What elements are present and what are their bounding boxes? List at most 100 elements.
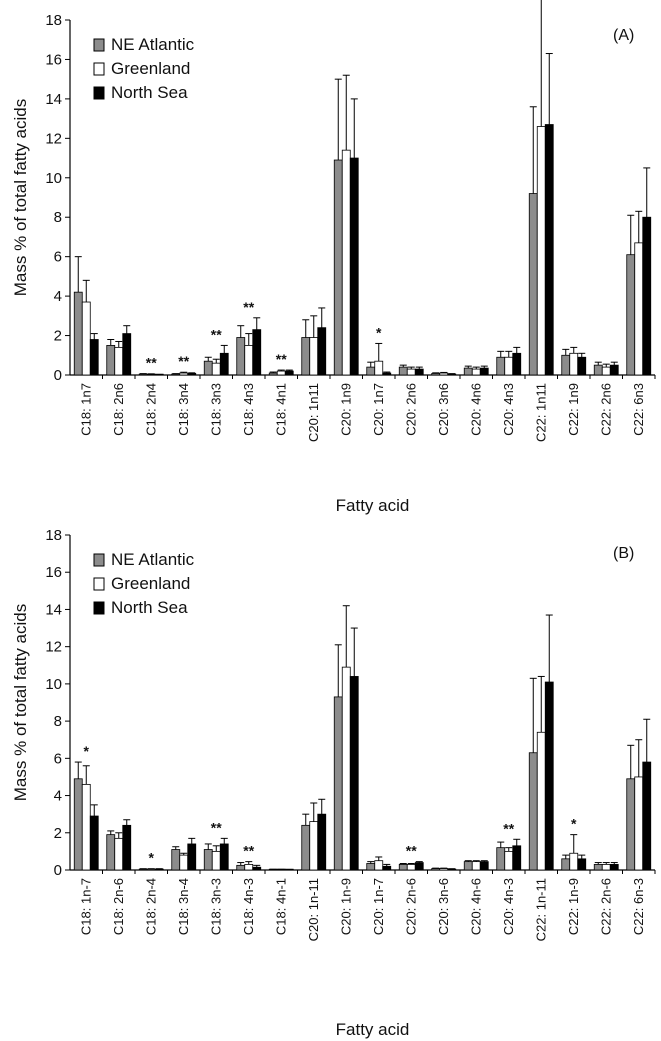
bar-ne-atlantic [463, 861, 473, 871]
bar-greenland [341, 666, 351, 871]
bar-ne-atlantic [138, 868, 148, 871]
x-tick-label: C20: 1n-11 [306, 878, 321, 941]
chart-panel-2: 0 2 4 6 8 10 12 14 16 18 Mass % of total fatty aci… [11, 527, 656, 1039]
bar-ne-atlantic [431, 373, 441, 376]
bar-north-sea [187, 373, 197, 376]
legend-swatch-greenland [93, 62, 105, 76]
significance-marker: ** [243, 299, 254, 315]
x-tick-label: C22: 6n-3 [631, 878, 646, 935]
significance-marker: ** [146, 355, 157, 371]
bar-ne-atlantic [593, 364, 603, 376]
bar-greenland [634, 242, 644, 376]
x-tick-label: C18: 4n1 [273, 383, 288, 436]
legend-swatch-ne-atlantic [93, 553, 105, 567]
y-tick-label: 2 [54, 825, 62, 842]
bar-north-sea [414, 862, 424, 871]
bar-north-sea [349, 676, 359, 871]
bar-ne-atlantic [138, 373, 148, 376]
bar-north-sea [317, 327, 327, 376]
bar-north-sea [642, 761, 652, 871]
x-tick-label: C22: 6n3 [631, 383, 646, 436]
bar-ne-atlantic [463, 367, 473, 376]
x-tick-label: C18: 4n3 [241, 383, 256, 436]
bar-north-sea [382, 372, 392, 376]
legend-swatch-north-sea [93, 601, 105, 615]
x-tick-label: C20: 3n-6 [436, 878, 451, 935]
bar-greenland [634, 776, 644, 871]
x-tick-label: C22: 2n-6 [598, 878, 613, 935]
y-tick-label: 14 [45, 91, 62, 108]
bar-north-sea [219, 843, 229, 871]
x-tick-label: C20: 2n-6 [403, 878, 418, 935]
x-tick-label: C18: 2n-6 [111, 878, 126, 935]
bar-north-sea [252, 866, 262, 871]
bar-greenland [81, 301, 91, 376]
significance-marker: ** [276, 351, 287, 367]
bar-ne-atlantic [73, 291, 83, 376]
bar-ne-atlantic [333, 159, 343, 376]
x-tick-label: C20: 1n9 [338, 383, 353, 436]
significance-marker: * [149, 850, 155, 866]
y-tick-label: 16 [45, 564, 62, 581]
bar-greenland [146, 868, 156, 871]
y-tick-label: 2 [54, 328, 62, 345]
bar-ne-atlantic [593, 864, 603, 871]
bar-north-sea [642, 216, 652, 376]
bar-north-sea [122, 824, 132, 871]
y-tick-label: 10 [45, 170, 62, 187]
significance-marker: * [571, 816, 577, 832]
x-tick-label: C18: 4n-1 [273, 878, 288, 935]
bar-greenland [536, 731, 546, 871]
bar-north-sea [414, 368, 424, 376]
significance-marker: ** [243, 843, 254, 859]
x-tick-label: C20: 1n-7 [371, 878, 386, 935]
bar-ne-atlantic [431, 868, 441, 871]
bar-north-sea [609, 864, 619, 871]
legend-label: North Sea [111, 598, 188, 617]
bar-ne-atlantic [366, 366, 376, 376]
bar-ne-atlantic [398, 864, 408, 871]
bar-greenland [439, 868, 449, 871]
legend-label: NE Atlantic [111, 550, 195, 569]
x-tick-label: C18: 1n7 [78, 383, 93, 436]
x-axis-label: Fatty acid [336, 1020, 410, 1039]
bar-greenland [341, 149, 351, 376]
bar-greenland [276, 370, 286, 376]
x-tick-label: C22: 1n-11 [533, 878, 548, 941]
bar-north-sea [479, 861, 489, 871]
y-tick-label: 18 [45, 527, 62, 544]
bar-greenland [211, 362, 221, 376]
x-tick-label: C18: 2n6 [111, 383, 126, 436]
bar-north-sea [577, 858, 587, 871]
x-tick-label: C22: 1n-9 [566, 878, 581, 935]
bar-ne-atlantic [268, 372, 278, 376]
bar-north-sea [284, 370, 294, 376]
x-tick-label: C18: 3n3 [208, 383, 223, 436]
bar-greenland [406, 368, 416, 376]
x-tick-label: C18: 3n-3 [208, 878, 223, 935]
significance-marker: * [84, 743, 90, 759]
bar-greenland [601, 864, 611, 871]
bar-north-sea [544, 124, 554, 376]
panel-label: (A) [613, 27, 634, 44]
bar-greenland [211, 850, 221, 871]
significance-marker: ** [211, 326, 222, 342]
x-tick-label: C20: 1n7 [371, 383, 386, 436]
bar-north-sea [122, 333, 132, 376]
bar-ne-atlantic [171, 373, 181, 376]
bar-ne-atlantic [496, 847, 506, 871]
bar-greenland [569, 852, 579, 871]
bar-north-sea [89, 339, 99, 376]
bar-north-sea [512, 352, 522, 376]
bar-greenland [179, 854, 189, 871]
y-tick-label: 6 [54, 249, 62, 266]
y-tick-label: 12 [45, 130, 62, 147]
legend-label: North Sea [111, 83, 188, 102]
y-tick-label: 4 [54, 788, 62, 805]
y-tick-label: 12 [45, 639, 62, 656]
bar-ne-atlantic [301, 824, 311, 871]
bar-greenland [179, 372, 189, 376]
bar-north-sea [154, 868, 164, 871]
